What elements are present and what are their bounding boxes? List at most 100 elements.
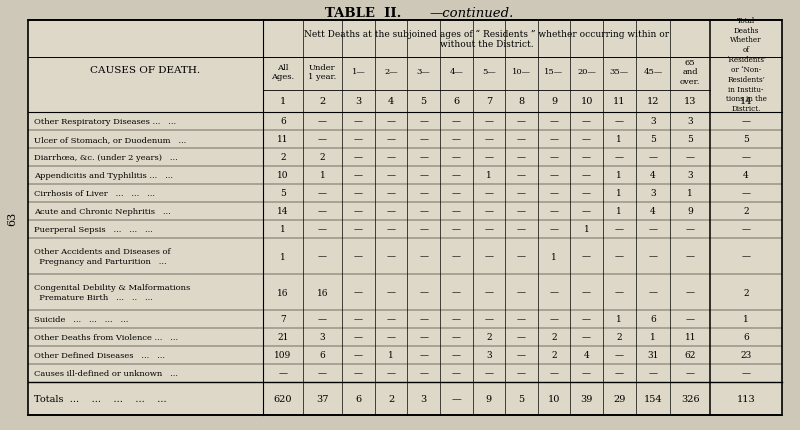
Text: —: — [614, 225, 624, 234]
Text: 326: 326 [681, 394, 699, 403]
Text: —: — [517, 135, 526, 144]
Text: —: — [484, 225, 494, 234]
Text: 6: 6 [319, 351, 326, 359]
Text: 1: 1 [650, 333, 656, 342]
Text: —: — [419, 369, 428, 378]
Text: Nett Deaths at the subjoined ages of “ Residents ” whether occurring within or
w: Nett Deaths at the subjoined ages of “ R… [304, 30, 669, 49]
Text: —: — [649, 225, 658, 234]
Text: 65
and
over.: 65 and over. [680, 59, 700, 86]
Text: —: — [386, 207, 395, 216]
Text: All
Ages.: All Ages. [271, 64, 294, 81]
Text: CAUSES OF DEATH.: CAUSES OF DEATH. [90, 66, 201, 75]
Text: Other Defined Diseases   ...   ...: Other Defined Diseases ... ... [34, 351, 165, 359]
Text: 2: 2 [743, 288, 749, 297]
Text: 5: 5 [280, 189, 286, 198]
Text: Cirrhosis of Liver   ...   ...   ...: Cirrhosis of Liver ... ... ... [34, 190, 155, 197]
Text: —: — [354, 171, 363, 180]
Text: —: — [484, 207, 494, 216]
Text: 1: 1 [616, 171, 622, 180]
Text: —: — [517, 207, 526, 216]
Text: 4: 4 [650, 171, 656, 180]
Text: —: — [386, 333, 395, 342]
Text: 2: 2 [551, 351, 557, 359]
Text: —: — [649, 252, 658, 261]
Text: Causes ill-defined or unknown   ...: Causes ill-defined or unknown ... [34, 369, 178, 377]
Text: 8: 8 [518, 97, 525, 106]
Text: —: — [517, 153, 526, 162]
Text: 29: 29 [613, 394, 626, 403]
Text: —: — [582, 117, 591, 126]
Text: —: — [484, 117, 494, 126]
Text: —: — [614, 288, 624, 297]
Text: 10: 10 [277, 171, 289, 180]
Text: —: — [517, 351, 526, 359]
Text: 4: 4 [584, 351, 590, 359]
Text: —: — [614, 351, 624, 359]
Text: —: — [452, 351, 461, 359]
Text: —: — [386, 369, 395, 378]
Text: —: — [452, 288, 461, 297]
Text: —: — [419, 225, 428, 234]
Text: —: — [452, 135, 461, 144]
Text: —: — [318, 315, 327, 324]
Text: Other Accidents and Diseases of
  Pregnancy and Parturition   ...: Other Accidents and Diseases of Pregnanc… [34, 247, 170, 266]
Text: —: — [517, 117, 526, 126]
Text: —: — [419, 315, 428, 324]
Text: —: — [386, 288, 395, 297]
Text: —: — [452, 117, 461, 126]
Text: —: — [742, 189, 750, 198]
Text: 1—: 1— [351, 68, 366, 76]
Text: —: — [354, 315, 363, 324]
Text: Other Deaths from Violence ...   ...: Other Deaths from Violence ... ... [34, 333, 178, 341]
Text: 5: 5 [687, 135, 693, 144]
Text: 1: 1 [388, 351, 394, 359]
Text: 6: 6 [650, 315, 656, 324]
Text: —: — [386, 117, 395, 126]
Text: 6: 6 [453, 97, 459, 106]
Text: Other Respiratory Diseases ...   ...: Other Respiratory Diseases ... ... [34, 118, 176, 126]
Text: Totals  ...    ...    ...    ...    ...: Totals ... ... ... ... ... [34, 394, 166, 403]
Text: TABLE  II.: TABLE II. [325, 7, 401, 20]
Text: —: — [550, 135, 558, 144]
Text: —: — [484, 189, 494, 198]
Text: —: — [354, 189, 363, 198]
Text: —: — [550, 288, 558, 297]
Text: —: — [318, 369, 327, 378]
Text: 10: 10 [548, 394, 560, 403]
Text: 6: 6 [355, 394, 362, 403]
Text: —: — [386, 153, 395, 162]
Text: —: — [484, 252, 494, 261]
Text: —: — [354, 135, 363, 144]
Text: 1: 1 [280, 97, 286, 106]
Text: 1: 1 [319, 171, 326, 180]
Text: —: — [582, 171, 591, 180]
Text: 3: 3 [486, 351, 492, 359]
Text: 3: 3 [319, 333, 325, 342]
Text: 37: 37 [316, 394, 329, 403]
Text: —: — [419, 333, 428, 342]
Text: —: — [318, 252, 327, 261]
Text: 63: 63 [7, 211, 17, 225]
Text: —: — [517, 315, 526, 324]
Text: 2: 2 [616, 333, 622, 342]
Text: 9: 9 [551, 97, 557, 106]
Text: 1: 1 [743, 315, 749, 324]
Text: 9: 9 [687, 207, 693, 216]
Text: Puerperal Sepsis   ...   ...   ...: Puerperal Sepsis ... ... ... [34, 225, 153, 233]
Text: 9: 9 [486, 394, 492, 403]
Text: 5: 5 [518, 394, 525, 403]
Text: —: — [419, 135, 428, 144]
Text: 1: 1 [280, 252, 286, 261]
Text: —: — [686, 252, 694, 261]
Text: 23: 23 [740, 351, 752, 359]
Text: 21: 21 [277, 333, 289, 342]
Text: —: — [550, 369, 558, 378]
Text: —: — [582, 189, 591, 198]
Text: —: — [354, 369, 363, 378]
Text: 1: 1 [616, 135, 622, 144]
Text: Ulcer of Stomach, or Duodenum   ...: Ulcer of Stomach, or Duodenum ... [34, 136, 186, 144]
Text: —: — [386, 252, 395, 261]
Text: —: — [550, 153, 558, 162]
Text: 5: 5 [421, 97, 426, 106]
Text: —: — [419, 288, 428, 297]
